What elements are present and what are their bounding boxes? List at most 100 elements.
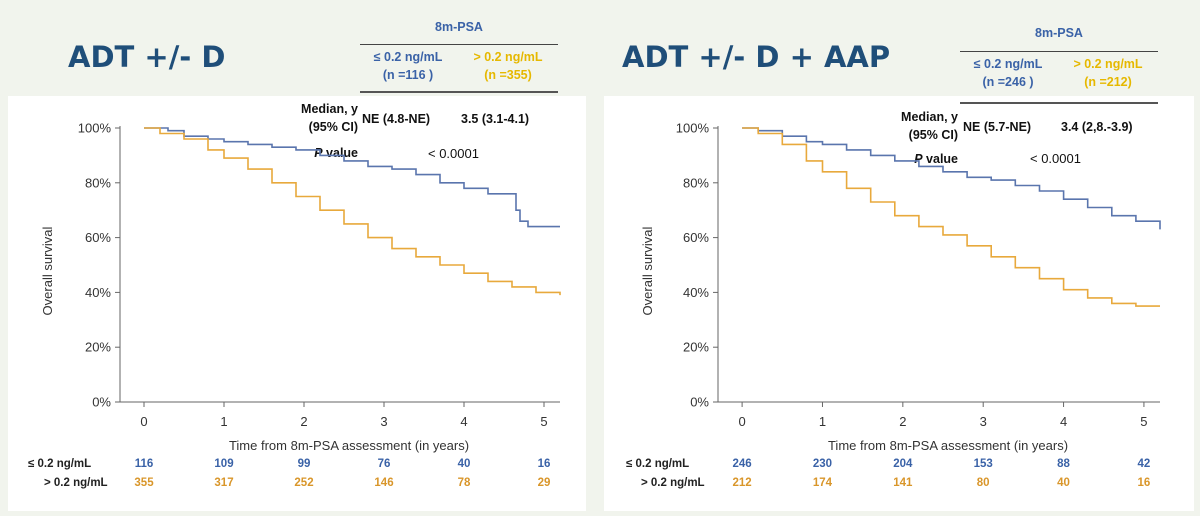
- left-curve-low-psa: [144, 127, 560, 228]
- left-risk-label-group1: ≤ 0.2 ng/mL: [28, 458, 92, 470]
- right-y-tick-label: 20%: [683, 340, 709, 355]
- right-chart-title: ADT +/- D + AAP: [622, 40, 891, 74]
- left-median-group2: 3.5 (3.1-4.1): [461, 112, 530, 126]
- left-at-risk-group1-value: 76: [377, 458, 391, 470]
- right-x-tick-label: 4: [1060, 414, 1067, 429]
- left-at-risk-group2-value: 146: [374, 477, 394, 489]
- right-median-group2: 3.4 (2,8.-3.9): [1061, 120, 1133, 134]
- right-at-risk-group1-value: 42: [1137, 458, 1151, 470]
- right-group1-label: ≤ 0.2 ng/mL: [973, 57, 1043, 71]
- right-chart-background: [604, 96, 1194, 511]
- left-x-tick-label: 3: [380, 414, 387, 429]
- right-at-risk-group1-value: 246: [732, 458, 752, 470]
- left-group1-n: (n =116 ): [382, 68, 434, 82]
- right-group1-header: ≤ 0.2 ng/mL (n =246 ): [956, 55, 1060, 91]
- left-median-label: Median, y (95% CI): [258, 100, 358, 136]
- left-x-tick-label: 2: [300, 414, 307, 429]
- right-p-italic: P: [914, 152, 923, 166]
- left-group1-label: ≤ 0.2 ng/mL: [373, 50, 443, 64]
- right-x-axis-title: Time from 8m-PSA assessment (in years): [828, 438, 1068, 453]
- right-group2-n: (n =212): [1084, 75, 1132, 89]
- left-header-rule-top: [360, 44, 558, 45]
- left-group1-header: ≤ 0.2 ng/mL (n =116 ): [358, 48, 458, 84]
- right-header-rule-bottom: [960, 102, 1158, 104]
- left-y-tick-label: 20%: [85, 340, 111, 355]
- left-y-tick-label: 0%: [92, 395, 111, 410]
- right-x-tick-label: 5: [1140, 414, 1147, 429]
- right-at-risk-group2-value: 141: [893, 477, 913, 489]
- left-median-group1: NE (4.8-NE): [362, 112, 431, 126]
- left-x-tick-label: 1: [220, 414, 227, 429]
- left-p-label: P value: [258, 144, 358, 162]
- left-at-risk-group1-value: 40: [457, 458, 471, 470]
- right-curve-high-psa: [742, 127, 1160, 307]
- right-y-tick-label: 100%: [676, 121, 710, 136]
- right-psa-header: 8m-PSA: [1035, 26, 1083, 40]
- right-y-tick-label: 80%: [683, 175, 709, 190]
- left-at-risk-group2-value: 317: [214, 477, 234, 489]
- left-p-value: < 0.0001: [428, 146, 479, 161]
- left-at-risk-group1-value: 109: [214, 458, 234, 470]
- right-median-group1: NE (5.7-NE): [963, 120, 1032, 134]
- right-header-rule-top: [960, 51, 1158, 52]
- left-median-label-line1: Median, y: [301, 102, 358, 116]
- left-y-tick-label: 40%: [85, 285, 111, 300]
- left-psa-header: 8m-PSA: [435, 20, 483, 34]
- right-y-tick-label: 40%: [683, 285, 709, 300]
- right-p-label: P value: [858, 150, 958, 168]
- left-curve-high-psa: [144, 127, 561, 296]
- right-group1-n: (n =246 ): [982, 75, 1034, 89]
- right-at-risk-group2-value: 80: [976, 477, 990, 489]
- left-at-risk-group1-value: 116: [134, 458, 154, 470]
- left-p-rest: value: [322, 146, 358, 160]
- right-p-value: < 0.0001: [1030, 151, 1081, 166]
- left-x-tick-label: 0: [140, 414, 147, 429]
- left-at-risk-group2-value: 252: [294, 477, 314, 489]
- right-at-risk-group1-value: 88: [1057, 458, 1070, 470]
- right-at-risk-group1-value: 204: [893, 458, 913, 470]
- right-group2-header: > 0.2 ng/mL (n =212): [1058, 55, 1158, 91]
- right-at-risk-group2-value: 174: [812, 477, 833, 489]
- right-x-tick-label: 3: [980, 414, 987, 429]
- left-header-rule-bottom: [360, 91, 558, 93]
- left-y-tick-label: 100%: [78, 121, 112, 136]
- left-at-risk-group2-value: 29: [537, 477, 551, 489]
- left-at-risk-group2-value: 355: [134, 477, 154, 489]
- left-group2-header: > 0.2 ng/mL (n =355): [458, 48, 558, 84]
- left-y-tick-label: 80%: [85, 175, 111, 190]
- right-risk-label-group1: ≤ 0.2 ng/mL: [626, 458, 690, 470]
- right-at-risk-group1-value: 230: [812, 458, 833, 470]
- left-y-axis-title: Overall survival: [40, 226, 55, 315]
- right-median-label-line2: (95% CI): [908, 128, 958, 142]
- right-x-tick-label: 1: [819, 414, 826, 429]
- right-x-tick-label: 2: [899, 414, 906, 429]
- right-p-rest: value: [922, 152, 958, 166]
- right-at-risk-group2-value: 16: [1137, 477, 1151, 489]
- left-risk-label-group2: > 0.2 ng/mL: [44, 477, 108, 489]
- left-p-italic: P: [314, 146, 323, 160]
- left-group2-n: (n =355): [484, 68, 532, 82]
- left-chart-title: ADT +/- D: [68, 40, 226, 74]
- right-median-label-line1: Median, y: [901, 110, 958, 124]
- left-chart-background: [8, 96, 586, 511]
- left-y-tick-label: 60%: [85, 230, 111, 245]
- right-y-tick-label: 0%: [690, 395, 709, 410]
- right-y-tick-label: 60%: [683, 230, 709, 245]
- right-at-risk-group2-value: 40: [1057, 477, 1070, 489]
- left-x-tick-label: 5: [540, 414, 547, 429]
- right-x-tick-label: 0: [738, 414, 745, 429]
- left-at-risk-group2-value: 78: [457, 477, 471, 489]
- right-curve-low-psa: [742, 127, 1161, 230]
- right-y-axis-title: Overall survival: [640, 226, 655, 315]
- right-at-risk-group2-value: 212: [732, 477, 752, 489]
- left-x-axis-title: Time from 8m-PSA assessment (in years): [229, 438, 469, 453]
- right-at-risk-group1-value: 153: [973, 458, 993, 470]
- right-risk-label-group2: > 0.2 ng/mL: [641, 477, 705, 489]
- left-group2-label: > 0.2 ng/mL: [473, 50, 543, 64]
- right-group2-label: > 0.2 ng/mL: [1073, 57, 1143, 71]
- left-at-risk-group1-value: 99: [297, 458, 311, 470]
- left-at-risk-group1-value: 16: [537, 458, 551, 470]
- left-median-label-line2: (95% CI): [308, 120, 358, 134]
- right-median-label: Median, y (95% CI): [858, 108, 958, 144]
